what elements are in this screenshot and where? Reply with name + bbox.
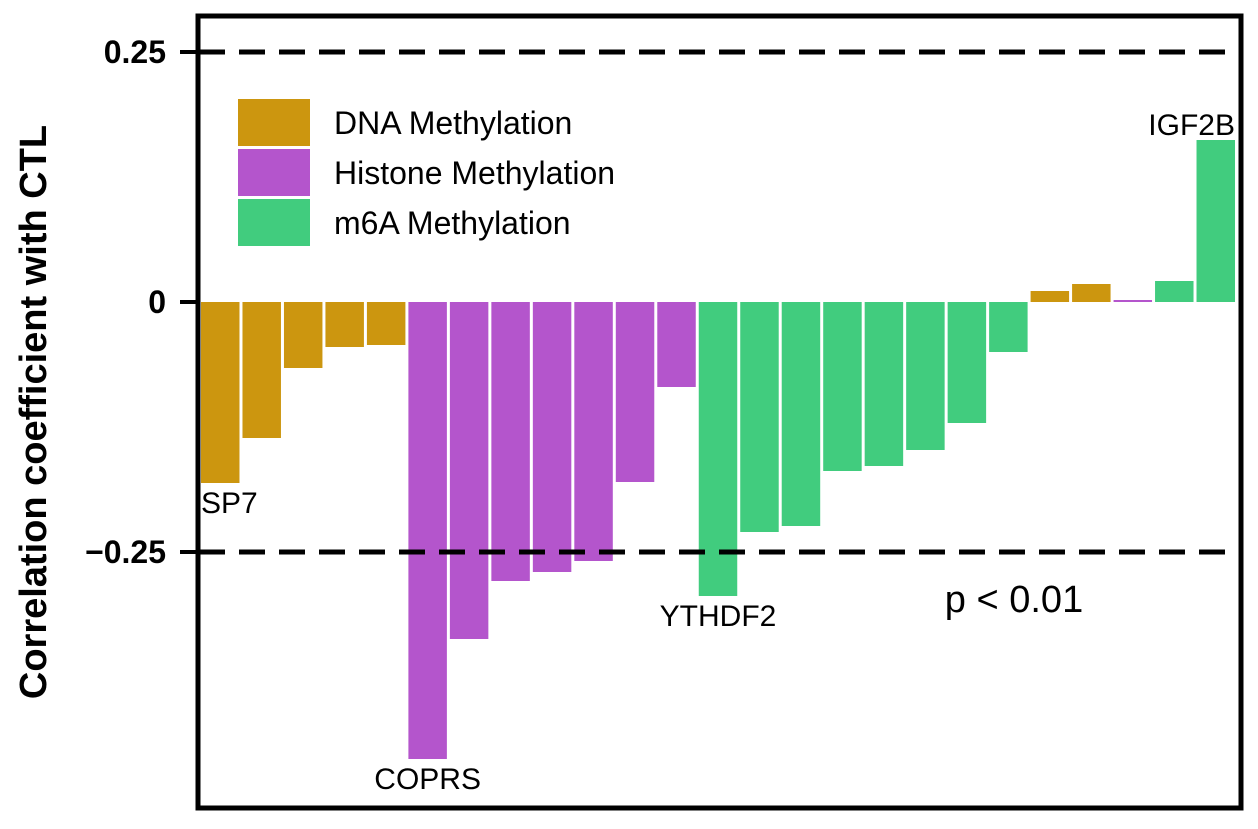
bar-label: COPRS: [374, 763, 481, 796]
bar: [1196, 140, 1235, 302]
bar: [366, 302, 406, 345]
bar: [408, 302, 447, 759]
bar-label: IGF2B: [1148, 109, 1235, 142]
bar: [283, 302, 323, 368]
y-tick-label: 0.25: [104, 34, 166, 70]
legend-swatch: [238, 99, 310, 146]
legend-label: m6A Methylation: [334, 205, 571, 241]
y-tick-label: −0.25: [85, 534, 166, 570]
bar: [449, 302, 489, 639]
bar: [657, 302, 696, 387]
bar: [740, 302, 779, 532]
bar: [906, 302, 945, 450]
bar: [781, 302, 821, 526]
legend-label: DNA Methylation: [334, 105, 572, 141]
bar: [1030, 291, 1070, 302]
bar: [201, 302, 240, 483]
bar: [1113, 300, 1153, 302]
bar: [325, 302, 364, 347]
bar: [491, 302, 530, 581]
plot-frame: [195, 13, 1244, 811]
legend-swatch: [238, 199, 310, 246]
bar: [698, 302, 738, 596]
bar: [864, 302, 904, 466]
bar-label: YTHDF2: [660, 600, 777, 633]
legend-label: Histone Methylation: [334, 155, 615, 191]
bar: [989, 302, 1028, 352]
legend-swatch: [238, 149, 310, 196]
bar: [615, 302, 655, 482]
bar: [1155, 281, 1194, 302]
bar: [242, 302, 281, 438]
p-value-annotation: p < 0.01: [945, 579, 1083, 621]
y-axis-label: Correlation coefficient with CTL: [13, 125, 55, 699]
bar: [947, 302, 987, 423]
bar: [1072, 284, 1111, 302]
bar: [574, 302, 613, 561]
y-tick-label: 0: [148, 284, 166, 320]
bar: [823, 302, 862, 471]
bar: [532, 302, 572, 572]
bar-label: SP7: [201, 487, 258, 520]
